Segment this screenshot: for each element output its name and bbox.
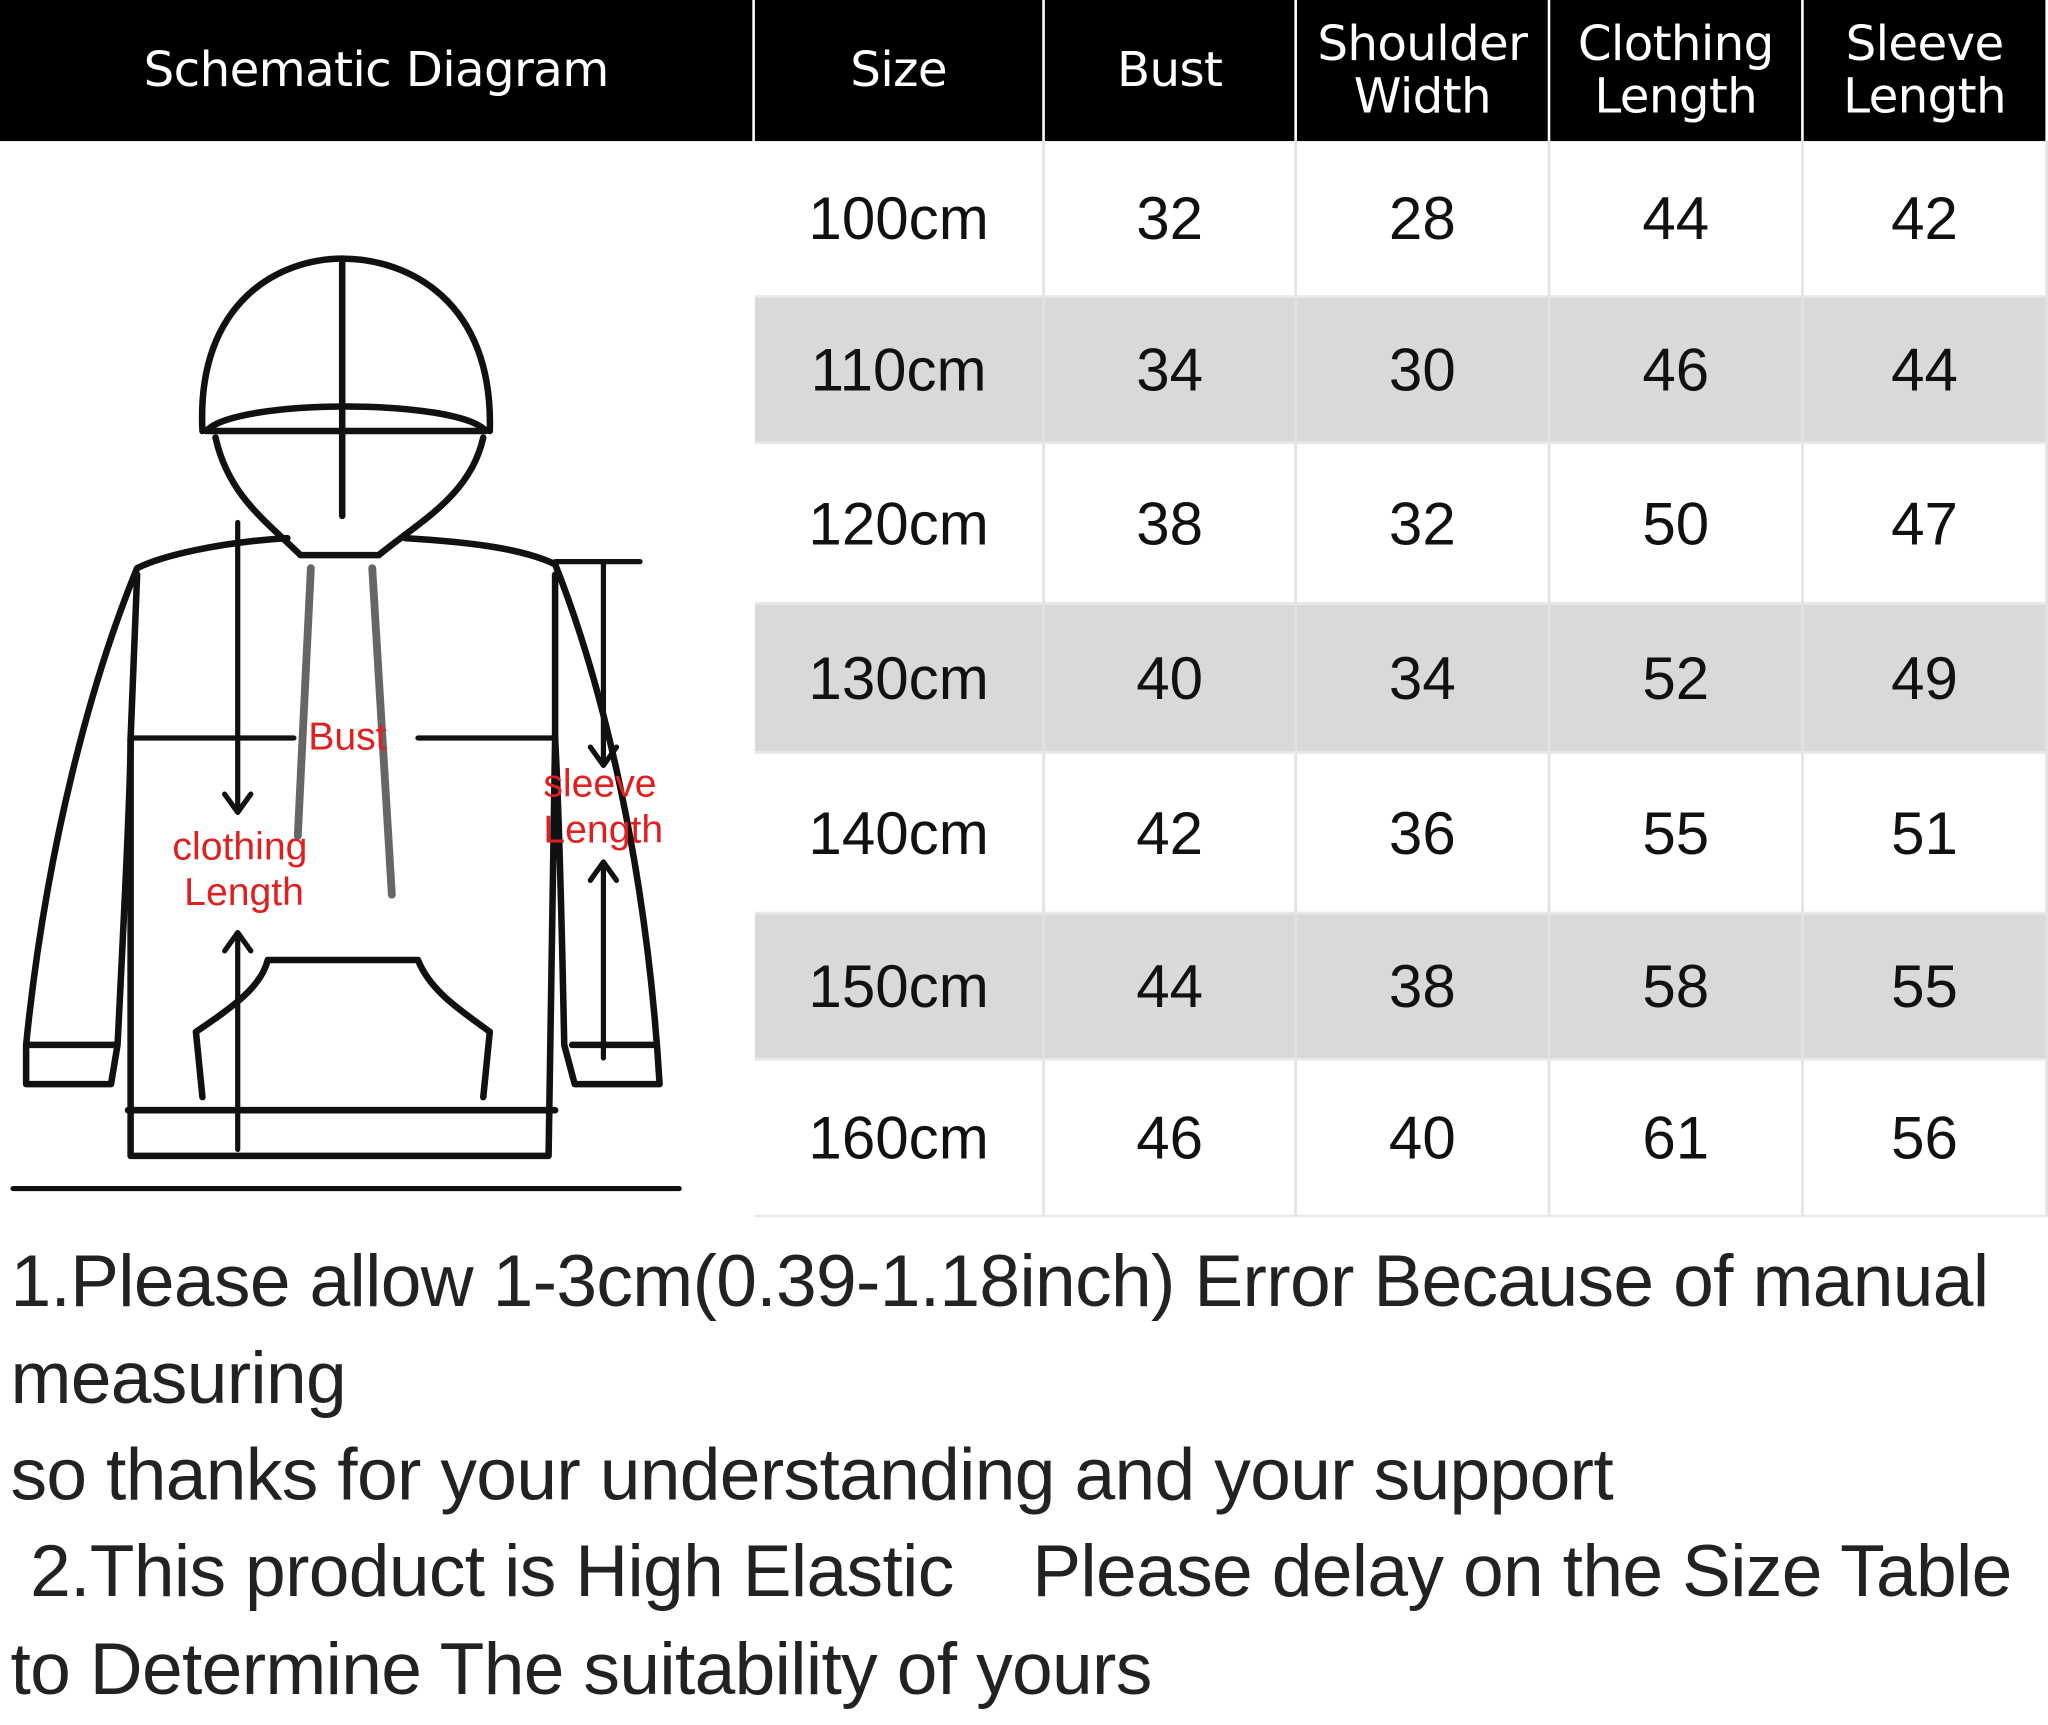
table-cell: 42	[1803, 141, 2048, 298]
table-cell: 51	[1803, 753, 2048, 915]
column-header: Schematic Diagram	[0, 0, 755, 142]
clothing-label: clothing	[172, 825, 307, 868]
body-sides	[127, 734, 559, 1160]
clothing-length-arrow	[222, 519, 254, 1152]
table-cell: 40	[1296, 1060, 1551, 1218]
column-header: Clothing Length	[1550, 0, 1804, 142]
table-cell: 52	[1550, 604, 1804, 754]
bust-label: Bust	[308, 716, 386, 759]
left-shoulder-sleeve	[22, 534, 291, 1088]
table-cell: 140cm	[754, 753, 1045, 915]
table-cell: 120cm	[754, 444, 1045, 605]
column-header: Shoulder Width	[1296, 0, 1551, 142]
table-cell: 44	[1044, 914, 1297, 1061]
table-cell: 38	[1296, 914, 1551, 1061]
hood-seam	[205, 255, 487, 520]
table-cell: 36	[1296, 753, 1551, 915]
table-cell: 32	[1044, 141, 1297, 298]
table-cell: 49	[1803, 604, 2048, 754]
hoodie-schematic-diagram: Bust clothing Length sleeve Length	[10, 255, 682, 1192]
table-cell: 110cm	[754, 297, 1045, 445]
right-shoulder-sleeve	[401, 534, 663, 1088]
table-cell: 40	[1044, 604, 1297, 754]
table-cell: 34	[1296, 604, 1551, 754]
table-cell: 100cm	[754, 141, 1045, 298]
sleeve-length-arrow	[552, 559, 643, 1061]
table-cell: 44	[1803, 297, 2048, 445]
table-cell: 150cm	[754, 914, 1045, 1061]
table-cell: 46	[1044, 1060, 1297, 1218]
table-cell: 46	[1550, 297, 1804, 445]
note-line: so thanks for your understanding and you…	[10, 1432, 1613, 1516]
column-header: Sleeve Length	[1803, 0, 2048, 142]
table-cell: 44	[1550, 141, 1804, 298]
note-line: 1.Please allow 1-3cm(0.39-1.18inch) Erro…	[10, 1239, 1989, 1322]
table-cell: 160cm	[754, 1060, 1045, 1218]
table-cell: 130cm	[754, 604, 1045, 754]
drawstrings	[293, 564, 396, 899]
note-line: to Determine The suitability of yours	[10, 1627, 1152, 1710]
table-cell: 55	[1803, 914, 2048, 1061]
pocket	[192, 956, 494, 1101]
sleeve-length-label: Length	[543, 808, 663, 851]
column-header: Bust	[1044, 0, 1297, 142]
table-cell: 55	[1550, 753, 1804, 915]
table-cell: 47	[1803, 444, 2048, 605]
sleeve-label: sleeve	[543, 763, 656, 806]
table-cell: 61	[1550, 1060, 1804, 1218]
table-cell: 30	[1296, 297, 1551, 445]
table-cell: 38	[1044, 444, 1297, 605]
table-cell: 56	[1803, 1060, 2048, 1218]
hood-opening	[203, 403, 490, 559]
note-line: measuring	[10, 1336, 347, 1419]
table-cell: 42	[1044, 753, 1297, 915]
table-cell: 58	[1550, 914, 1804, 1061]
table-cell: 34	[1044, 297, 1297, 445]
table-cell: 28	[1296, 141, 1551, 298]
table-cell: 50	[1550, 444, 1804, 605]
clothing-length-label: Length	[184, 871, 304, 914]
column-header: Size	[754, 0, 1045, 142]
note-line: 2.This product is High Elastic Please de…	[10, 1529, 2012, 1612]
table-cell: 32	[1296, 444, 1551, 605]
